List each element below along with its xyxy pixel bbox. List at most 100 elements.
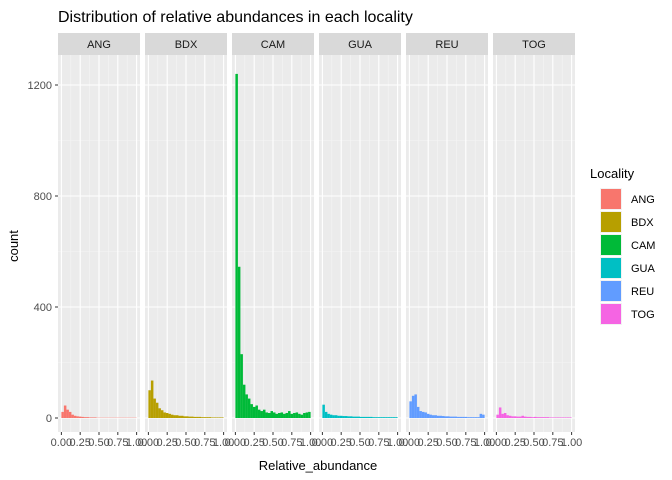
histogram-bar (387, 417, 391, 418)
histogram-bar (416, 406, 420, 418)
histogram-bar (237, 266, 241, 418)
histogram-bar (242, 384, 246, 418)
histogram-bar (188, 416, 192, 418)
x-tick-label: 1.00 (561, 437, 582, 449)
x-tick-label: 0.25 (504, 437, 525, 449)
histogram-bar (88, 417, 92, 418)
histogram-bar (334, 415, 338, 418)
legend-title: Locality (590, 166, 635, 181)
legend-label-ang: ANG (631, 194, 655, 206)
histogram-bar (472, 417, 475, 418)
histogram-bar (462, 416, 465, 418)
x-tick-label: 0.75 (194, 437, 215, 449)
legend-swatch-gua (601, 258, 621, 278)
facet-reu: REU 0.000.250.500.751.00 (399, 33, 495, 449)
y-axis: 0 400 800 1200 (28, 80, 58, 425)
histogram-bar (431, 415, 435, 418)
facet-panels: ANG0.000.250.500.751.00BDX0.000.250.500.… (51, 33, 582, 449)
histogram-bar (290, 413, 294, 418)
histogram-bar (367, 416, 371, 418)
histogram-bar (298, 413, 301, 418)
histogram-bar (308, 411, 311, 418)
histogram-bar (265, 412, 268, 418)
histogram-bar (426, 413, 430, 418)
facet-strip (319, 33, 401, 55)
x-tick-label: 0.50 (436, 437, 457, 449)
histogram-bar (569, 417, 572, 418)
x-tick-label: 0.00 (312, 437, 333, 449)
histogram-bar (434, 415, 437, 418)
histogram-bar (153, 398, 156, 418)
histogram-bar (518, 416, 522, 418)
histogram-bar (285, 413, 289, 418)
legend-label-tog: TOG (631, 309, 655, 321)
histogram-bar (178, 415, 181, 418)
histogram-bar (155, 402, 159, 418)
histogram-bar (61, 411, 64, 418)
histogram-bar (68, 411, 72, 418)
histogram-bar (91, 417, 94, 418)
histogram-bar (454, 416, 458, 418)
histogram-bar (183, 416, 186, 418)
histogram-bar (447, 416, 450, 418)
histogram-bar (523, 416, 527, 418)
x-tick-label: 0.50 (262, 437, 283, 449)
histogram-bar (539, 417, 542, 418)
legend-label-reu: REU (631, 286, 654, 298)
x-tick-label: 0.75 (107, 437, 128, 449)
x-tick-label: 0.75 (368, 437, 389, 449)
facet-strip (493, 33, 575, 55)
histogram-bar (357, 416, 360, 418)
histogram-bar (275, 413, 279, 418)
histogram-bar (444, 416, 447, 418)
histogram-bar (339, 415, 343, 418)
facet-strip (58, 33, 140, 55)
histogram-bar (78, 416, 82, 418)
histogram-bar (73, 415, 77, 418)
histogram-bar (516, 416, 519, 418)
histogram-bar (536, 417, 540, 418)
histogram-bar (198, 416, 202, 418)
histogram-bar (424, 412, 427, 418)
facet-strip-label: CAM (261, 39, 285, 51)
legend: Locality ANG BDX CAM GUA REU TOG (590, 166, 656, 325)
histogram-bar (411, 395, 415, 418)
y-tick-label: 1200 (28, 80, 52, 92)
histogram-bar (370, 416, 373, 418)
x-tick-label: 0.00 (486, 437, 507, 449)
histogram-bar (213, 417, 217, 418)
histogram-bar (240, 354, 243, 418)
histogram-bar (459, 416, 463, 418)
histogram-bar (173, 415, 176, 418)
histogram-bar (469, 417, 473, 418)
histogram-bar (377, 417, 381, 418)
histogram-bar (521, 415, 524, 418)
histogram-bar (170, 414, 174, 418)
facet-strip (145, 33, 227, 55)
histogram-bar (81, 416, 84, 418)
x-tick-label: 0.50 (175, 437, 196, 449)
histogram-bar (288, 411, 291, 418)
histogram-bar (508, 415, 512, 418)
histogram-bar (421, 411, 425, 418)
histogram-bar (564, 417, 567, 418)
histogram-bar (554, 417, 557, 418)
histogram-bar (329, 414, 333, 418)
histogram-bar (150, 380, 154, 418)
histogram-bar (362, 416, 366, 418)
histogram-bar (160, 410, 164, 418)
histogram-bar (436, 415, 440, 418)
histogram-bar (561, 417, 565, 418)
facet-cam: CAM 0.000.250.500.751.00 (225, 33, 321, 449)
x-tick-label: 1.00 (300, 437, 321, 449)
histogram-bar (467, 417, 470, 418)
x-tick-label: 0.75 (281, 437, 302, 449)
x-tick-label: 1.00 (387, 437, 408, 449)
histogram-bar (382, 417, 386, 418)
histogram-bar (441, 416, 445, 418)
histogram-bar (503, 413, 507, 418)
histogram-bar (93, 417, 97, 418)
x-tick-label: 0.00 (51, 437, 72, 449)
histogram-bar (344, 416, 348, 418)
histogram-bar (324, 411, 328, 418)
